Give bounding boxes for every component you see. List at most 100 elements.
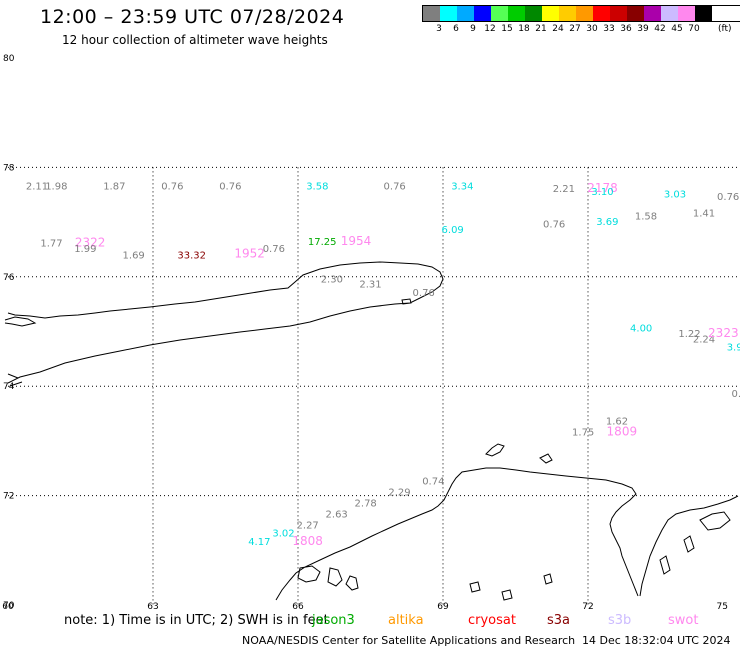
legend-label: 12 [484,24,496,34]
observations: 2.111.98 1.87 0.76 0.76 3.58 0.76 3.34 2.21 2178… [26,181,740,548]
wave-height-label: 2.78 [355,499,377,510]
legend-swatch [593,6,610,21]
lat-lon-grid [8,166,740,605]
satellite-cryosat: cryosat [468,613,516,628]
legend-swatch [440,6,457,21]
map-title: 12:00 – 23:59 UTC 07/28/2024 [40,6,345,28]
legend-label: 33 [603,24,615,34]
lon-tick-label: 69 [437,602,449,612]
wave-height-label: 3.10 [591,187,613,198]
legend-swatch [474,6,491,21]
wave-height-label: 2.27 [297,520,319,531]
wave-height-label: 3.34 [451,181,473,192]
wave-height-label: 1808 [292,534,323,548]
wave-height-label: 4.00 [630,324,652,335]
legend-label: 36 [620,24,632,34]
wave-height-label: 0.76 [263,244,285,255]
wave-height-label: 1.22 [678,329,700,340]
legend-labels: (ft) 3 6 9 12 15 18 21 24 27 30 33 36 39 42 45 70 [422,22,740,36]
legend-swatch [644,6,661,21]
wave-height-label: 2.29 [388,488,410,499]
legend-label: 39 [637,24,649,34]
satellite-s3a: s3a [547,613,571,628]
wave-height-label: 1.99 [74,244,96,255]
lon-tick-label: 75 [717,602,728,612]
wave-height-label: 3.02 [272,529,294,540]
wave-height-label: 0.74 [422,477,444,488]
legend-swatch [542,6,559,21]
wave-height-label: 1.41 [693,209,715,220]
wave-height-label: 4.17 [248,537,270,548]
wave-height-label: 1.75 [572,427,594,438]
coastline-novaya-zemlya [4,261,444,387]
satellite-s3b: s3b [608,613,632,628]
wave-height-label: 1.98 [45,181,67,192]
wave-height-label: 0.76 [219,181,241,192]
legend-label: 9 [470,24,476,34]
satellite-swot: swot [668,613,699,628]
wave-height-label: 6.09 [442,225,464,236]
wave-height-label: 17.25 [308,237,337,248]
wave-height-label: 2.30 [321,274,343,285]
wave-height-label: 0.76 [413,288,435,299]
legend-swatch [423,6,440,21]
legend-swatch [576,6,593,21]
legend-label: 15 [501,24,513,34]
wave-height-label: 1.77 [40,239,62,250]
wave-height-label: 0.76 [732,389,740,400]
legend-swatch [695,6,712,21]
wave-height-label: 1.62 [606,416,628,427]
wave-height-label: 3.91 [727,343,740,354]
legend-label: 24 [552,24,564,34]
lon-tick-label: 72 [582,602,593,612]
legend-label: 42 [654,24,666,34]
legend-swatch [559,6,576,21]
wave-height-label: 33.32 [177,251,206,262]
color-legend: (ft) 3 6 9 12 15 18 21 24 27 30 33 36 39 42 45 70 [422,5,740,36]
lon-tick-label: 66 [292,602,304,612]
wave-height-label: 2.24 [693,334,715,345]
legend-swatch [610,6,627,21]
wave-height-label: 1954 [341,234,372,248]
wave-height-label: 0.76 [384,181,406,192]
wave-height-label: 1.69 [123,251,145,262]
wave-height-label: 1809 [607,424,638,438]
footer-timestamp: 14 Dec 18:32:04 UTC 2024 [582,634,731,647]
wave-height-label: 2.21 [553,184,575,195]
wave-height-label: 2322 [75,236,106,250]
wave-height-label: 2.11 [26,181,48,192]
wave-height-label: 1.58 [635,211,657,222]
wave-height-label: 2323 [708,326,739,340]
lon-tick-label: 63 [147,602,158,612]
coastline-mainland [275,443,739,601]
legend-swatches [422,5,740,22]
legend-label: 18 [518,24,530,34]
lat-tick-label: 78 [3,163,15,173]
wave-height-label: 2178 [587,181,618,195]
wave-height-label: 1.87 [103,181,125,192]
legend-label: 70 [688,24,700,34]
legend-swatch [508,6,525,21]
map-subtitle: 12 hour collection of altimeter wave hei… [62,33,328,47]
legend-label: 45 [671,24,683,34]
legend-label: 6 [453,24,459,34]
legend-swatch [457,6,474,21]
coastline [4,261,739,601]
wave-height-label: 2.31 [359,280,381,291]
lat-tick-label: 76 [3,273,15,283]
satellite-jason3: jason3 [312,613,355,628]
lat-tick-label: 72 [3,492,14,502]
wave-height-label: 2.63 [326,509,348,520]
lon-tick-label: 60 [2,602,14,612]
legend-swatch [491,6,508,21]
footer-organization: NOAA/NESDIS Center for Satellite Applica… [242,634,576,647]
legend-swatch [525,6,542,21]
wave-height-label: 0.76 [543,220,565,231]
legend-label: 3 [436,24,442,34]
satellite-altika: altika [388,613,424,628]
wave-height-label: 3.03 [664,189,686,200]
wave-height-label: 1952 [234,247,265,261]
lat-tick-label: 80 [3,54,15,64]
